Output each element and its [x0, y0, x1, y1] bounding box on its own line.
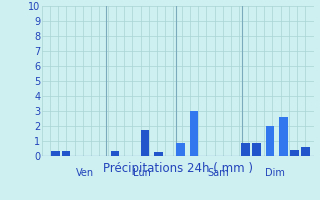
Bar — [189, 111, 198, 156]
Bar — [51, 151, 60, 156]
Text: Lun: Lun — [133, 168, 151, 178]
Text: Ven: Ven — [76, 168, 94, 178]
Bar — [301, 147, 310, 156]
Bar — [241, 142, 250, 156]
Bar — [266, 126, 275, 156]
Bar — [176, 142, 185, 156]
X-axis label: Précipitations 24h ( mm ): Précipitations 24h ( mm ) — [103, 162, 252, 175]
Bar — [252, 142, 261, 156]
Text: Sam: Sam — [207, 168, 229, 178]
Bar — [62, 151, 70, 156]
Text: Dim: Dim — [265, 168, 284, 178]
Bar — [279, 117, 288, 156]
Bar — [140, 130, 149, 156]
Bar — [290, 150, 299, 156]
Bar — [154, 152, 163, 156]
Bar — [111, 151, 119, 156]
